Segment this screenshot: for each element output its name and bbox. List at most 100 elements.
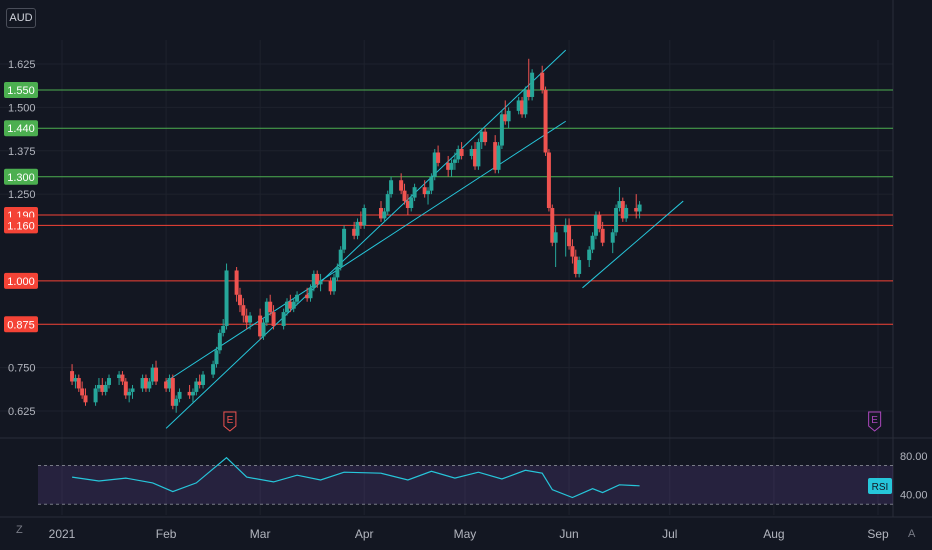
candle bbox=[483, 128, 488, 146]
candle-body bbox=[342, 228, 347, 250]
candle bbox=[268, 294, 273, 316]
candle-body bbox=[432, 152, 437, 177]
candle bbox=[130, 384, 135, 399]
candle bbox=[174, 395, 179, 413]
candle bbox=[284, 298, 289, 316]
candle bbox=[70, 364, 75, 385]
candle-body bbox=[382, 211, 387, 219]
candle bbox=[436, 145, 441, 167]
price-tick-label: 1.375 bbox=[8, 146, 36, 158]
candle bbox=[617, 187, 622, 212]
currency-label[interactable]: AUD bbox=[6, 8, 36, 28]
candle-body bbox=[264, 301, 269, 323]
level-label: 1.000 bbox=[7, 276, 35, 288]
auto-scale-button[interactable]: A bbox=[908, 528, 916, 540]
candle bbox=[593, 211, 598, 240]
candle-body bbox=[593, 214, 598, 236]
candle bbox=[318, 273, 323, 292]
candle-body bbox=[70, 371, 75, 382]
candle-body bbox=[610, 232, 615, 243]
candle bbox=[358, 211, 363, 229]
candle bbox=[459, 142, 464, 160]
candle bbox=[567, 218, 572, 250]
candle-body bbox=[288, 301, 293, 309]
candle-body bbox=[570, 246, 575, 257]
candle-body bbox=[143, 378, 148, 389]
grid bbox=[0, 0, 932, 518]
candle-body bbox=[523, 90, 528, 115]
candle-body bbox=[473, 149, 478, 167]
candle-body bbox=[170, 378, 175, 406]
candle bbox=[553, 225, 558, 267]
candle bbox=[637, 201, 642, 219]
level-badge bbox=[4, 316, 38, 333]
candle bbox=[143, 374, 148, 392]
candle-body bbox=[352, 228, 357, 236]
candle bbox=[614, 204, 619, 236]
candle bbox=[620, 197, 625, 222]
candle bbox=[234, 266, 239, 302]
level-badge bbox=[4, 272, 38, 289]
candle-body bbox=[546, 152, 551, 209]
candle-body bbox=[567, 225, 572, 247]
candle-body bbox=[211, 364, 216, 375]
candle-body bbox=[543, 90, 548, 153]
z-button[interactable]: Z bbox=[16, 524, 23, 536]
trendline bbox=[582, 200, 684, 289]
candle-body bbox=[311, 273, 316, 288]
candle-body bbox=[241, 305, 246, 316]
time-tick-label: Jun bbox=[559, 527, 578, 541]
candle-body bbox=[258, 315, 263, 337]
candle bbox=[80, 381, 85, 399]
candle bbox=[352, 221, 357, 240]
candle-body bbox=[187, 391, 192, 396]
candle bbox=[385, 190, 390, 215]
candle bbox=[362, 204, 367, 229]
candle bbox=[496, 142, 501, 174]
candle-body bbox=[117, 374, 122, 379]
candle-body bbox=[332, 277, 336, 292]
candle bbox=[402, 183, 407, 205]
candle bbox=[335, 263, 340, 281]
candle bbox=[469, 145, 474, 160]
candle bbox=[452, 152, 457, 170]
candle-body bbox=[107, 378, 112, 385]
candle-body bbox=[600, 228, 605, 243]
candle-body bbox=[224, 270, 229, 326]
candle bbox=[506, 107, 511, 129]
level-label: 1.160 bbox=[7, 220, 35, 232]
candle-body bbox=[355, 221, 360, 236]
candle bbox=[563, 218, 568, 257]
candle bbox=[177, 388, 182, 403]
candle-body bbox=[496, 145, 501, 170]
candle-body bbox=[291, 301, 296, 309]
candle-body bbox=[385, 194, 390, 212]
candle-body bbox=[409, 197, 414, 209]
candle bbox=[261, 319, 266, 340]
candle bbox=[288, 294, 293, 313]
time-tick-label: 2021 bbox=[49, 527, 76, 541]
candle-body bbox=[335, 266, 340, 278]
price-tick-label: 1.500 bbox=[8, 102, 36, 114]
candle-body bbox=[577, 260, 582, 274]
candle bbox=[244, 308, 249, 330]
candle bbox=[412, 183, 417, 202]
candle bbox=[308, 284, 313, 302]
candle-body bbox=[194, 381, 199, 392]
candle-body bbox=[93, 388, 98, 403]
candle bbox=[154, 360, 159, 385]
candle bbox=[540, 65, 545, 94]
time-tick-label: Apr bbox=[355, 527, 374, 541]
rsi-tick-label: 80.00 bbox=[900, 451, 928, 463]
candle-body bbox=[362, 208, 367, 226]
candle bbox=[224, 263, 229, 330]
candle-body bbox=[295, 294, 300, 302]
candle bbox=[342, 225, 347, 254]
candle-body bbox=[540, 72, 545, 91]
candle-body bbox=[634, 208, 639, 212]
candle bbox=[573, 249, 578, 278]
time-tick-label: Jul bbox=[662, 527, 677, 541]
candle bbox=[187, 384, 192, 399]
